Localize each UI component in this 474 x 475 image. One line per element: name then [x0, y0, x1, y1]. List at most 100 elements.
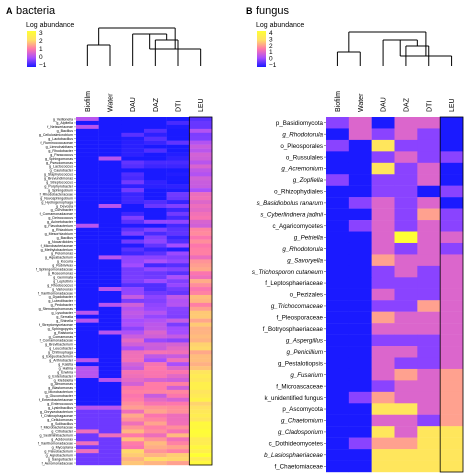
heatmap-cell [144, 338, 167, 343]
heatmap-cell [440, 323, 464, 335]
row-label: f_Streptomycetaceae [39, 323, 73, 327]
heatmap-cell [189, 275, 213, 280]
heatmap-cell [144, 401, 167, 406]
heatmap-cell [189, 255, 213, 260]
heatmap-cell [166, 120, 190, 126]
heatmap-cell [76, 231, 99, 236]
row-label: g_Alpitella [56, 121, 73, 125]
heatmap-cell [144, 239, 167, 244]
column-label: LEU [198, 98, 205, 112]
row-label: g_Rhodotorula [282, 131, 323, 138]
heatmap-cell [189, 144, 213, 149]
heatmap-cell [98, 366, 122, 371]
heatmap-cell [121, 271, 145, 276]
heatmap-cell [394, 220, 418, 232]
heatmap-cell [371, 426, 395, 438]
heatmap-cell [417, 220, 441, 232]
heatmap-cell [144, 291, 167, 296]
heatmap-cell [394, 117, 418, 129]
heatmap-cell [144, 461, 167, 466]
heatmap-cell [348, 208, 372, 221]
heatmap-cell [326, 139, 350, 152]
heatmap-cell [348, 288, 372, 301]
heatmap-cell [326, 300, 350, 312]
heatmap-cell [121, 279, 145, 284]
heatmap-cell [189, 425, 213, 430]
heatmap-cell [76, 120, 99, 126]
heatmap-cell [348, 265, 372, 278]
heatmap-cell [121, 346, 145, 351]
heatmap-cell [76, 117, 99, 122]
heatmap-cell [76, 374, 99, 379]
heatmap-cell [98, 417, 122, 422]
heatmap-cell [417, 128, 441, 141]
heatmap-cell [76, 453, 99, 458]
heatmap-cell [144, 124, 167, 130]
heatmap-cell [121, 207, 145, 213]
heatmap-cell [166, 192, 190, 197]
panel-b-label: B [246, 6, 253, 16]
heatmap-cell [326, 162, 350, 175]
row-label: g_Nocardioides [48, 240, 73, 244]
column-label: Biofilm [85, 91, 92, 112]
heatmap-cell [189, 152, 213, 157]
heatmap-cell [348, 437, 372, 450]
row-label: f_Sphingomonadaceae [36, 268, 73, 272]
heatmap-cell [371, 460, 395, 473]
row-label: f_Xanthomonadaceae [38, 442, 73, 446]
heatmap-cell [326, 254, 350, 267]
row-label: g_Acidovorax [51, 438, 73, 442]
heatmap-cell [121, 342, 145, 347]
colorbar-tick-label: 1 [39, 46, 43, 53]
heatmap-cell [166, 441, 190, 446]
row-label: g_Luteolibacter [48, 299, 73, 303]
heatmap-cell [76, 437, 99, 442]
heatmap-cell [144, 433, 167, 438]
heatmap-cell [166, 117, 190, 122]
heatmap-cell [98, 176, 122, 181]
heatmap-cell [121, 409, 145, 414]
heatmap-cell [189, 433, 213, 438]
row-label: g_Cellulomonas [47, 418, 73, 422]
heatmap-cell [417, 265, 441, 278]
heatmap-cell [98, 429, 122, 434]
heatmap-cell [417, 300, 441, 312]
heatmap-cell [144, 279, 167, 284]
heatmap-cell [440, 414, 464, 427]
heatmap-cell [166, 461, 190, 466]
row-label: g_Dyadobacter [49, 295, 74, 299]
heatmap-cell [121, 449, 145, 454]
panel-a-heatmap [76, 116, 213, 466]
heatmap-cell [166, 389, 190, 395]
heatmap-cell [348, 334, 372, 347]
heatmap-cell [121, 429, 145, 434]
heatmap-cell [98, 243, 122, 248]
heatmap-cell [417, 208, 441, 221]
heatmap-cell [144, 389, 167, 395]
colorbar-tick-label: 2 [39, 38, 43, 45]
heatmap-cell [394, 368, 418, 381]
column-label: DAZ [403, 97, 410, 112]
heatmap-cell [394, 185, 418, 198]
row-label: g_Serratia [56, 315, 73, 319]
colorbar-tick-label: −1 [39, 62, 47, 69]
heatmap-cell [144, 204, 167, 209]
heatmap-cell [76, 267, 99, 272]
row-label: f_Aeromonadaceae [42, 461, 73, 465]
heatmap-cell [121, 219, 145, 224]
panel-b-title: fungus [256, 5, 290, 17]
heatmap-cell [144, 251, 167, 256]
heatmap-cell [98, 223, 122, 228]
heatmap-cell [326, 288, 350, 301]
heatmap-cell [76, 421, 99, 426]
heatmap-cell [440, 391, 464, 404]
row-label: g_Flavobacterium [44, 449, 73, 453]
heatmap-cell [121, 385, 145, 391]
heatmap-cell [121, 421, 145, 426]
heatmap-cell [189, 413, 213, 418]
heatmap-cell [189, 342, 213, 347]
heatmap-cell [121, 425, 145, 430]
heatmap-cell [166, 124, 190, 130]
heatmap-cell [144, 362, 167, 367]
